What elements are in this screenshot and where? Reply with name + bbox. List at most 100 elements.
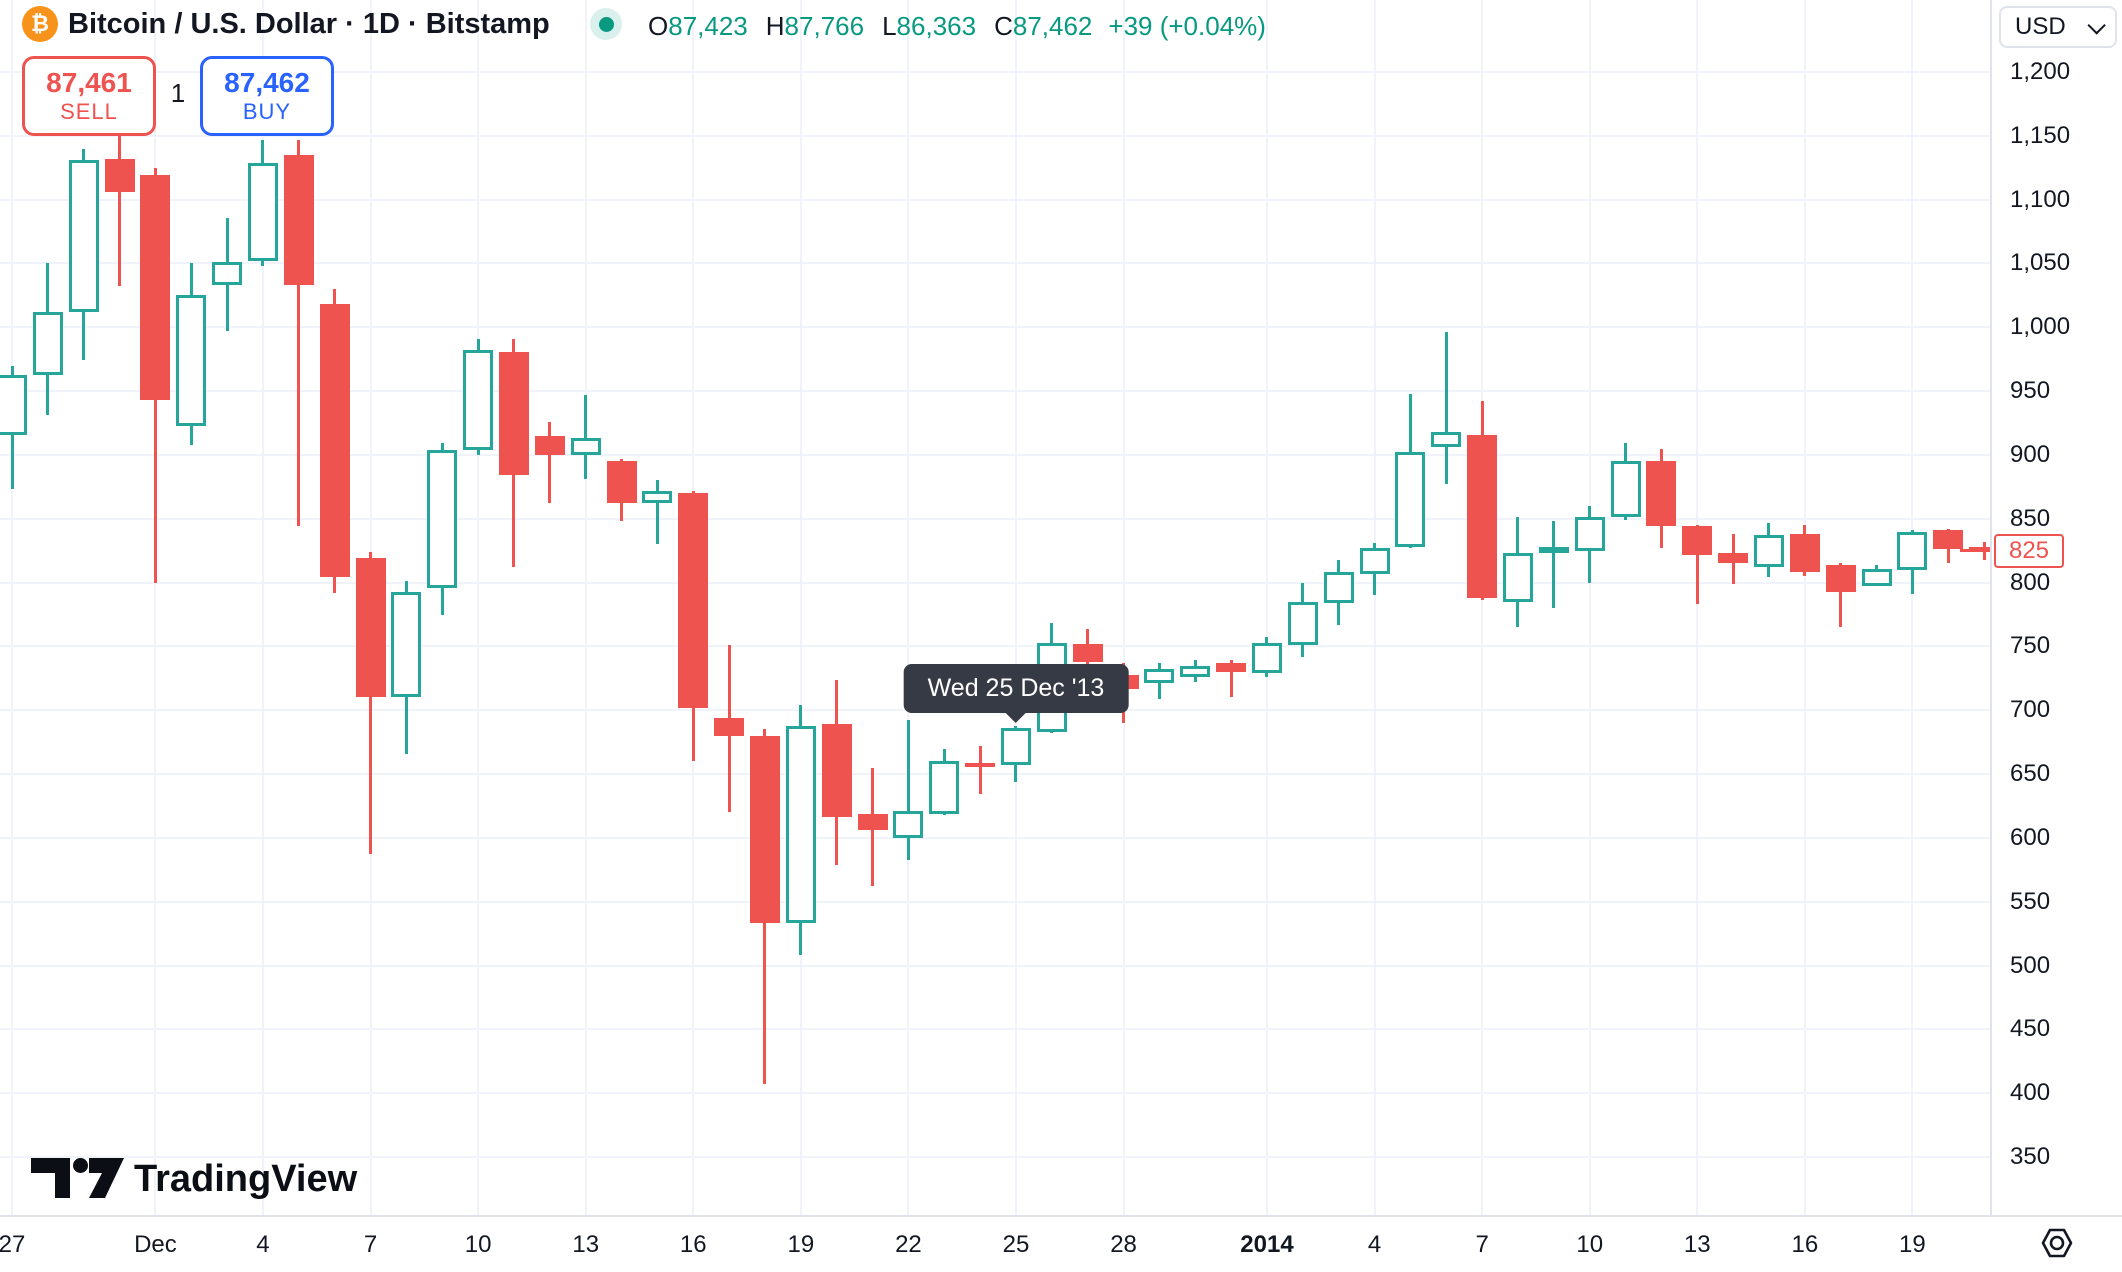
v-gridline — [1911, 0, 1914, 1215]
v-gridline — [1803, 0, 1806, 1215]
candle — [212, 262, 243, 286]
h-gridline — [0, 390, 1990, 393]
price-tick-label: 500 — [2010, 951, 2051, 979]
candle — [714, 717, 745, 736]
price-tick-label: 950 — [2010, 377, 2051, 405]
candle — [1395, 452, 1426, 547]
h-gridline — [0, 900, 1990, 903]
close-value: 87,462 — [1012, 11, 1093, 41]
time-tick-label: 7 — [1475, 1230, 1489, 1258]
h-gridline — [0, 517, 1990, 520]
candle — [1897, 531, 1928, 570]
last-price-line — [1960, 549, 1990, 553]
candle — [1861, 568, 1892, 587]
candle — [1216, 663, 1247, 672]
chevron-down-icon — [2087, 15, 2106, 35]
candle — [1359, 548, 1390, 574]
candle — [1431, 431, 1462, 448]
chart-settings-gear-icon[interactable] — [2038, 1224, 2076, 1262]
quantity-field[interactable]: 1 — [170, 77, 186, 108]
candle — [678, 493, 709, 708]
symbol-title[interactable]: Bitcoin / U.S. Dollar · 1D · Bitstamp — [68, 8, 550, 40]
candle — [176, 295, 207, 426]
time-tick-label: 16 — [1791, 1230, 1819, 1258]
candle — [1502, 553, 1533, 602]
v-gridline — [477, 0, 480, 1215]
time-tick-label: 2014 — [1240, 1230, 1294, 1258]
chart-plot-area[interactable] — [0, 0, 1990, 1215]
price-tick-label: 400 — [2010, 1079, 2051, 1107]
h-gridline — [0, 773, 1990, 776]
h-gridline — [0, 1156, 1990, 1159]
sell-price: 87,461 — [46, 67, 132, 98]
candle-wick — [584, 394, 588, 480]
candle — [1610, 461, 1641, 518]
candle-wick — [655, 480, 659, 545]
h-gridline — [0, 1028, 1990, 1031]
candle — [498, 351, 529, 476]
candle — [1646, 461, 1677, 527]
candle — [642, 490, 673, 504]
v-gridline — [799, 0, 802, 1215]
sell-label: SELL — [60, 99, 118, 124]
price-axis[interactable]: 825 1,200 1,150 1,100 1,050 1,000 950 900 850 80… — [1990, 0, 2122, 1215]
time-tick-label: 4 — [1367, 1230, 1382, 1258]
buy-button[interactable]: 87,462 BUY — [200, 56, 334, 136]
candle — [1718, 553, 1749, 564]
candle — [1287, 601, 1318, 646]
candle — [1000, 728, 1031, 766]
price-tick-label: 850 — [2010, 504, 2051, 532]
currency-dropdown-value: USD — [2015, 13, 2066, 40]
candle-wick — [1229, 660, 1233, 698]
time-tick-label: 25 — [1002, 1230, 1030, 1258]
candle — [1251, 642, 1282, 674]
candle — [1933, 530, 1964, 550]
time-tick-label: 28 — [1110, 1230, 1137, 1258]
candle — [1969, 546, 1990, 551]
open-value: 87,423 — [668, 11, 748, 41]
time-axis[interactable]: 27 Dec 4 7 10 13 16 19 22 25 28 2014 4 7 10 13 16 19 — [0, 1215, 2122, 1272]
candle — [32, 311, 63, 375]
price-tick-label: 700 — [2010, 696, 2051, 724]
candle — [1072, 643, 1103, 662]
h-gridline — [0, 1092, 1990, 1095]
candle — [1825, 564, 1856, 592]
date-tooltip: Wed 25 Dec '13 — [903, 664, 1129, 713]
sell-button[interactable]: 87,461 SELL — [22, 56, 156, 136]
change-value: +39 (+0.04%) — [1108, 11, 1266, 41]
v-gridline — [1014, 0, 1017, 1215]
h-gridline — [0, 198, 1990, 201]
candle-wick — [978, 745, 982, 795]
tradingview-logo[interactable]: TradingView — [28, 1150, 358, 1209]
bitcoin-icon: ₿ — [22, 6, 58, 42]
price-tick-label: 900 — [2010, 440, 2051, 468]
price-tick-label: 450 — [2010, 1015, 2051, 1043]
h-gridline — [0, 262, 1990, 265]
price-tick-label: 800 — [2010, 568, 2051, 596]
candle — [1467, 434, 1498, 598]
candle — [534, 435, 565, 455]
v-gridline — [1481, 0, 1484, 1215]
candle — [749, 735, 780, 924]
price-tick-label: 1,150 — [2010, 121, 2071, 149]
price-tick-label: 650 — [2010, 760, 2051, 788]
candle — [0, 374, 27, 435]
time-tick-label: 13 — [1683, 1230, 1711, 1258]
h-gridline — [0, 836, 1990, 839]
candle-wick — [906, 720, 910, 860]
candle — [1144, 669, 1175, 684]
candle — [319, 304, 350, 578]
v-gridline — [584, 0, 587, 1215]
candle — [893, 811, 924, 838]
currency-dropdown[interactable]: USD — [1999, 6, 2117, 48]
price-tick-label: 1,000 — [2010, 313, 2071, 341]
h-gridline — [0, 645, 1990, 648]
candle — [140, 175, 171, 401]
candle — [283, 154, 314, 286]
time-tick-label: 4 — [256, 1230, 270, 1258]
buy-label: BUY — [242, 99, 292, 124]
v-gridline — [154, 0, 157, 1215]
candle-wick — [369, 551, 373, 855]
candle — [570, 438, 601, 455]
